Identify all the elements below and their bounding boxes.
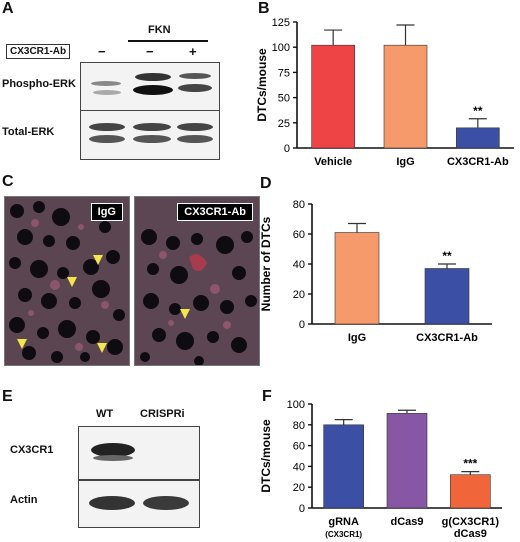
bar [334,232,380,325]
dtc-arrow-icon [97,343,107,353]
total-erk-label: Total-ERK [2,126,55,138]
y-tick-label: 100 [272,42,290,54]
bar [383,44,428,149]
x-tick-label: gRNA [328,516,359,528]
y-tick-label: 20 [293,482,305,494]
chart-b: 0 25 50 75 100 125 DTCs/mouse Vehicle IgG ** CX3CR… [255,17,514,168]
actin-row-label: Actin [10,494,38,506]
band [179,73,211,79]
y-axis-label: Number of DTCs [259,216,273,311]
x-tick-sublabel: (CX3CR1) [325,530,362,539]
igg-image-label: IgG [90,203,123,221]
y-tick-label: 100 [287,399,305,411]
microscopy-cx3cr1-ab-image: CX3CR1-Ab [134,196,260,366]
band [133,85,173,95]
bar [323,424,364,509]
y-tick-label: 80 [293,420,305,432]
band [135,73,171,81]
y-tick-label: 60 [293,441,305,453]
y-tick-label: 40 [293,259,305,271]
significance-label: *** [463,457,477,471]
band [91,443,135,457]
panel-c-letter: C [2,173,14,190]
band [89,496,135,510]
bar [386,413,428,509]
band [133,123,171,131]
lane3-sign: + [189,44,197,59]
significance-label: ** [442,249,452,263]
panel-e-letter: E [2,388,13,405]
band [143,496,189,510]
panel-a-letter: A [2,0,14,17]
lane2-sign: − [146,44,154,59]
y-tick-label: 75 [278,67,290,79]
fkn-label: FKN [148,24,171,36]
cx3cr1-ab-image-label: CX3CR1-Ab [177,203,253,221]
band [177,135,213,143]
cx3cr1-ab-label: CX3CR1-Ab [6,44,71,59]
bar [450,474,491,509]
band [89,135,125,143]
x-tick-label: IgG [348,332,366,344]
significance-label: ** [473,104,483,118]
wt-lane-label: WT [96,408,114,420]
panel-f-letter: F [262,388,272,405]
x-tick-label: CX3CR1-Ab [416,332,478,344]
dtc-arrow-icon [67,277,77,287]
y-tick-label: 0 [299,503,305,515]
panel-d-letter: D [260,175,272,192]
chart-f: 0 20 40 60 80 100 DTCs/mouse gRNA (CX3CR1) dCas9 *… [259,399,502,540]
chart-d: 0 20 40 60 80 Number of DTCs IgG ** CX3CR1-Ab [259,199,492,344]
tissue-texture [5,197,129,365]
y-tick-label: 0 [299,319,305,331]
band [133,135,171,143]
total-erk-blot [80,110,220,160]
y-tick-label: 0 [284,143,290,155]
dtc-arrow-icon [17,339,27,349]
band [93,90,121,95]
x-tick-label: IgG [396,156,414,168]
bar [311,44,355,149]
x-tick-sublabel: dCas9 [454,528,487,540]
dtc-arrow-icon [180,309,190,319]
x-tick-label: dCas9 [390,516,423,528]
y-axis-label: DTCs/mouse [255,48,269,122]
y-tick-label: 50 [278,93,290,105]
x-tick-label: Vehicle [314,156,352,168]
dtc-arrow-icon [93,255,103,265]
actin-blot [78,480,200,528]
cx3cr1-blot [78,426,200,480]
y-tick-label: 60 [293,229,305,241]
band [91,81,121,86]
bar [424,268,470,325]
y-tick-label: 80 [293,199,305,211]
y-tick-label: 25 [278,118,290,130]
microscopy-igg-image: IgG [4,196,130,366]
y-tick-label: 125 [272,17,290,29]
phospho-erk-label: Phospho-ERK [2,78,76,90]
tissue-texture [135,197,259,365]
phospho-erk-blot [80,62,220,112]
band [177,123,213,131]
x-tick-label: g(CX3CR1) [442,516,500,528]
x-tick-label: CX3CR1-Ab [447,156,509,168]
cx3cr1-row-label: CX3CR1 [10,444,54,456]
bar [456,127,500,149]
panel-b-letter: B [258,0,270,17]
band [93,455,133,461]
lane1-sign: − [98,44,106,59]
fkn-bracket-line [128,40,208,42]
y-axis-label: DTCs/mouse [259,419,273,493]
crispri-lane-label: CRISPRi [140,408,185,420]
y-tick-label: 40 [293,461,305,473]
band [178,84,212,92]
band [89,123,125,131]
y-tick-label: 20 [293,289,305,301]
